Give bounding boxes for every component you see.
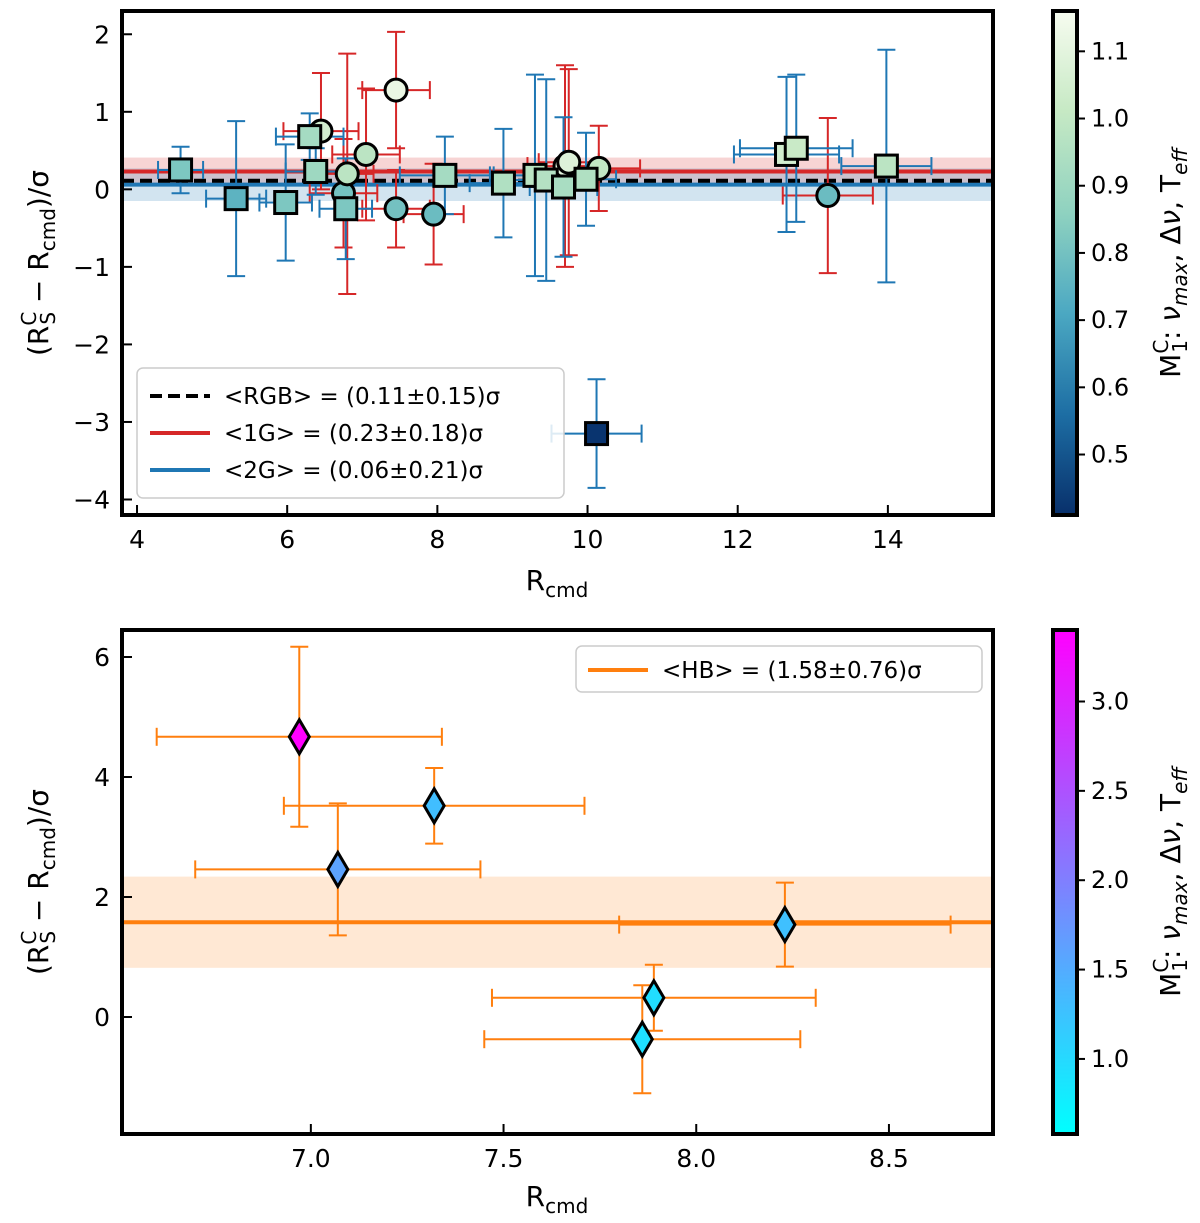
top-ytick-label-6: −4 xyxy=(73,485,110,514)
top-xtick-label-1: 6 xyxy=(279,525,295,554)
bottom-legend-box xyxy=(575,645,983,693)
2g-square-10 xyxy=(551,174,577,200)
1g-circle-6 xyxy=(334,161,360,187)
top-colorbar-ticks: 0.5 0.6 0.7 0.8 0.9 1.0 1.1 xyxy=(1077,37,1129,469)
legend-text-hb: <HB> = (1.58±0.76)σ xyxy=(662,658,922,684)
bottom-panel: 7.0 7.5 8.0 8.5 6 4 2 0 Rcmd (RCS − Rcmd)/σ <H… xyxy=(17,628,1192,1218)
hb-diamond-3 xyxy=(773,904,797,945)
bottom-x-axis-label: Rcmd xyxy=(526,1180,589,1218)
top-cb-tick-label-3: 0.8 xyxy=(1091,239,1129,267)
bottom-colorbar-gradient xyxy=(1051,628,1079,1136)
bottom-cb-tick-label-1: 1.5 xyxy=(1091,956,1129,984)
legend-text-rgb: <RGB> = (0.11±0.15)σ xyxy=(224,384,500,410)
bottom-colorbar: 1.0 1.5 2.0 2.5 3.0 MC1: νmax, Δν, Teff xyxy=(1051,628,1192,1136)
top-plot-area xyxy=(122,30,993,489)
legend-text-2g: <2G> = (0.06±0.21)σ xyxy=(224,458,483,484)
top-y-axis: 2 1 0 −1 −2 −3 −4 xyxy=(73,20,132,514)
2g-square-4 xyxy=(303,159,329,185)
bottom-xtick-label-1: 7.5 xyxy=(484,1144,524,1173)
top-xtick-label-5: 14 xyxy=(872,525,904,554)
top-ytick-label-0: 2 xyxy=(94,20,110,49)
2g-square-3 xyxy=(297,124,323,150)
bottom-y-axis: 6 4 2 0 xyxy=(94,643,132,1032)
2g-square-6 xyxy=(432,162,458,188)
1g-circle-2 xyxy=(353,141,379,167)
top-y-axis-label: (RCS − Rcmd)/σ xyxy=(17,170,60,356)
2g-square-13 xyxy=(783,135,809,161)
bottom-cb-tick-label-3: 2.5 xyxy=(1091,777,1129,805)
bottom-ytick-label-3: 0 xyxy=(94,1003,110,1032)
top-cb-tick-label-6: 1.1 xyxy=(1091,37,1129,65)
hb-diamond-1 xyxy=(422,785,446,826)
hb-diamond-2 xyxy=(326,849,350,890)
bottom-cb-tick-label-2: 2.0 xyxy=(1091,866,1129,894)
top-ytick-label-1: 1 xyxy=(94,98,110,127)
1g-circle-3 xyxy=(383,77,409,103)
bottom-cb-tick-label-4: 3.0 xyxy=(1091,687,1129,715)
1g-circle-5 xyxy=(421,201,447,227)
bottom-xtick-label-2: 8.0 xyxy=(676,1144,716,1173)
bottom-xtick-label-3: 8.5 xyxy=(869,1144,909,1173)
1g-circle-10 xyxy=(815,183,841,209)
top-panel: 4 6 8 10 12 14 210−1−2−3−4 Rcmd (RCS − Rcmd)/… xyxy=(17,9,1192,602)
top-axes-frame xyxy=(120,9,995,517)
top-legend: <RGB> = (0.11±0.15)σ <1G> = (0.23±0.18)σ… xyxy=(136,367,565,499)
bottom-ytick-label-1: 4 xyxy=(94,763,110,792)
bottom-colorbar-label: MC1: νmax, Δν, Teff xyxy=(1149,765,1192,997)
legend-text-1g: <1G> = (0.23±0.18)σ xyxy=(224,421,483,447)
top-cb-tick-label-1: 0.6 xyxy=(1091,373,1129,401)
top-xtick-label-0: 4 xyxy=(129,525,145,554)
top-cb-tick-label-2: 0.7 xyxy=(1091,306,1129,334)
top-xtick-label-4: 12 xyxy=(722,525,754,554)
bottom-ytick-label-2: 2 xyxy=(94,883,110,912)
2g-square-14 xyxy=(873,153,899,179)
bottom-ytick-label-0: 6 xyxy=(94,643,110,672)
1g-circle-4 xyxy=(383,196,409,222)
hb-diamond-4 xyxy=(642,977,666,1018)
top-xtick-label-2: 8 xyxy=(429,525,445,554)
2g-square-1 xyxy=(223,186,249,212)
bottom-cb-tick-label-0: 1.0 xyxy=(1091,1045,1129,1073)
hb-diamond-0 xyxy=(287,716,312,757)
top-ytick-label-3: −1 xyxy=(73,253,110,282)
top-cb-tick-label-4: 0.9 xyxy=(1091,172,1129,200)
top-colorbar-label: MC1: νmax, Δν, Teff xyxy=(1149,146,1192,378)
2g-square-2 xyxy=(273,190,299,216)
bottom-colorbar-ticks: 1.0 1.5 2.0 2.5 3.0 xyxy=(1077,687,1129,1073)
2g-square-0 xyxy=(168,157,194,183)
top-cb-tick-label-5: 1.0 xyxy=(1091,105,1129,133)
top-xtick-label-3: 10 xyxy=(572,525,604,554)
top-ytick-label-2: 0 xyxy=(94,175,110,204)
2g-square-11 xyxy=(573,166,599,192)
top-ytick-label-5: −3 xyxy=(73,408,110,437)
2g-square-15 xyxy=(584,421,610,447)
top-x-axis-label: Rcmd xyxy=(526,564,589,602)
2g-square-7 xyxy=(490,170,516,196)
bottom-legend: <HB> = (1.58±0.76)σ xyxy=(575,645,983,693)
top-cb-tick-label-0: 0.5 xyxy=(1091,441,1129,469)
2g-square-5 xyxy=(333,196,359,222)
hb-diamond-5 xyxy=(630,1019,655,1060)
top-colorbar: 0.5 0.6 0.7 0.8 0.9 1.0 1.1 MC1: νmax, Δν, Tef… xyxy=(1051,9,1192,517)
top-colorbar-gradient xyxy=(1051,9,1079,517)
bottom-axes-frame xyxy=(120,628,995,1136)
top-legend-box xyxy=(136,367,565,499)
bottom-x-axis: 7.0 7.5 8.0 8.5 xyxy=(291,1124,909,1173)
bottom-plot-area xyxy=(122,645,993,1095)
top-x-axis: 4 6 8 10 12 14 xyxy=(129,505,904,554)
top-ytick-label-4: −2 xyxy=(73,330,110,359)
bottom-xtick-label-0: 7.0 xyxy=(291,1144,331,1173)
bottom-y-axis-label: (RCS − Rcmd)/σ xyxy=(17,789,60,975)
